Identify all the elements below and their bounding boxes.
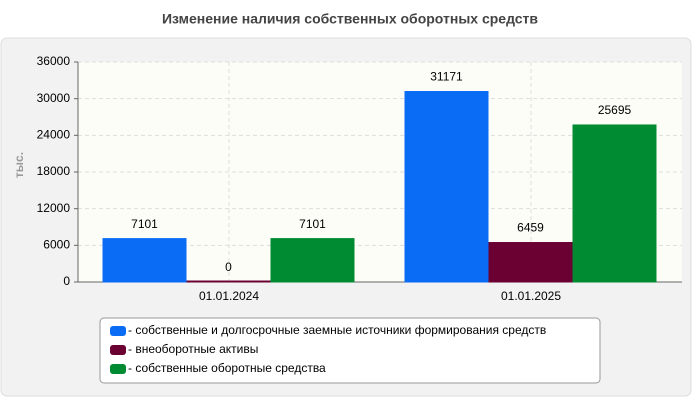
legend-label: - собственные оборотные средства xyxy=(128,361,326,375)
y-tick-label: 12000 xyxy=(37,201,71,215)
y-tick-label: 6000 xyxy=(43,238,70,252)
bar xyxy=(186,280,271,283)
bar xyxy=(488,242,573,283)
x-tick-label: 01.01.2024 xyxy=(199,289,259,303)
data-label: 7101 xyxy=(131,217,158,231)
bar xyxy=(404,91,489,283)
data-label: 25695 xyxy=(598,103,632,117)
bar xyxy=(572,124,657,283)
legend-swatch xyxy=(110,326,126,336)
bar xyxy=(270,238,355,283)
legend-swatch xyxy=(110,345,126,355)
y-tick-label: 24000 xyxy=(37,128,71,142)
y-tick-label: 30000 xyxy=(37,91,71,105)
legend-box xyxy=(99,317,601,384)
legend-swatch xyxy=(110,364,126,374)
bar xyxy=(102,238,187,283)
y-axis-label: тыс. xyxy=(12,152,26,178)
legend-label: - собственные и долгосрочные заемные ист… xyxy=(128,323,546,337)
y-tick-label: 36000 xyxy=(37,54,71,68)
x-tick-label: 01.01.2025 xyxy=(501,289,561,303)
y-tick-label: 0 xyxy=(63,274,70,288)
y-tick-label: 18000 xyxy=(37,164,71,178)
chart-title: Изменение наличия собственных оборотных … xyxy=(162,11,538,27)
data-label: 6459 xyxy=(517,221,544,235)
legend-label: - внеоборотные активы xyxy=(128,342,258,356)
data-label: 31171 xyxy=(430,70,463,84)
data-label: 7101 xyxy=(299,217,326,231)
data-label: 0 xyxy=(225,260,232,274)
